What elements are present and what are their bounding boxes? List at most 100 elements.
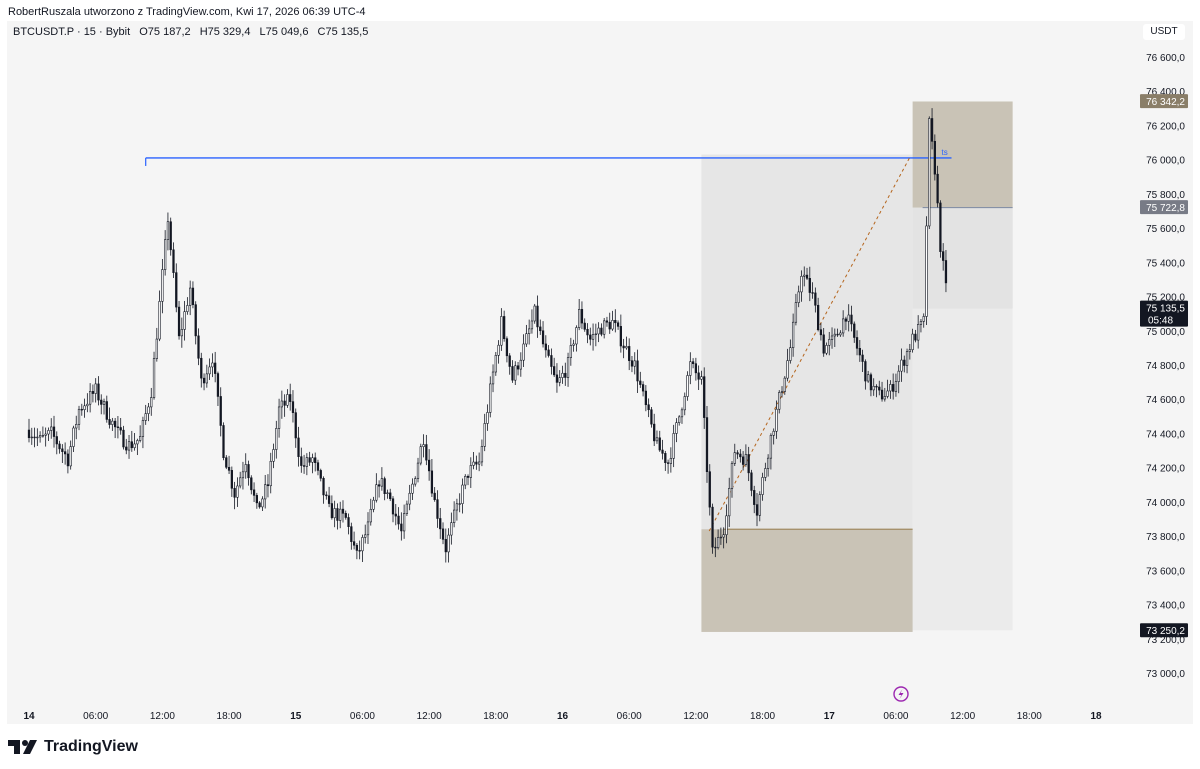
- candle-body: [144, 413, 147, 421]
- candle-body: [197, 335, 200, 359]
- candle-body: [250, 477, 253, 491]
- candle-body: [308, 457, 311, 463]
- candle-body: [286, 394, 289, 406]
- candle-body: [414, 478, 417, 485]
- top-zone[interactable]: [912, 101, 1013, 208]
- candle-body: [239, 477, 242, 487]
- candle-body: [441, 528, 445, 540]
- candle-body: [683, 396, 686, 411]
- candle-body: [508, 355, 511, 367]
- candle-body: [853, 323, 856, 338]
- candle-body: [294, 412, 297, 439]
- candle-body: [344, 513, 347, 518]
- candle-body: [161, 269, 164, 302]
- candle-body: [539, 326, 542, 332]
- candle-body: [180, 329, 183, 337]
- legend-low-value: 75 049,6: [265, 26, 309, 38]
- candle-body: [175, 272, 178, 308]
- x-tick-label: 18:00: [217, 711, 242, 722]
- candle-body: [305, 457, 308, 467]
- candle-body: [811, 292, 814, 294]
- candle-body: [625, 346, 628, 349]
- candle-body: [372, 499, 375, 510]
- price-tag[interactable]: [1140, 200, 1188, 215]
- x-tick-label: 06:00: [350, 711, 375, 722]
- candle-body: [555, 374, 559, 383]
- candle-body: [111, 420, 114, 425]
- candle-body: [291, 401, 295, 413]
- candle-body: [839, 332, 842, 336]
- candle-body: [108, 419, 111, 425]
- price-tag[interactable]: [1140, 623, 1188, 638]
- candle-body: [744, 454, 748, 465]
- candle-body: [564, 372, 567, 378]
- price-tag-label: 73 250,2: [1146, 626, 1185, 637]
- candle-body: [936, 173, 939, 204]
- candle-body: [914, 333, 917, 341]
- alert-icon[interactable]: [893, 686, 909, 702]
- y-tick-label: 75 400,0: [1146, 258, 1185, 269]
- candle-body: [739, 453, 742, 458]
- candle-body: [650, 409, 653, 425]
- candle-body: [725, 515, 728, 536]
- candle-body: [836, 333, 839, 336]
- candle-body: [842, 318, 845, 334]
- candle-body: [452, 509, 456, 523]
- x-tick-label: 06:00: [883, 711, 908, 722]
- legend-open-value: 75 187,2: [147, 26, 191, 38]
- x-tick-label: 12:00: [683, 711, 708, 722]
- candle-body: [705, 417, 709, 472]
- candle-body: [586, 329, 589, 336]
- candle-body: [125, 446, 128, 451]
- candle-body: [38, 435, 42, 438]
- price-tag[interactable]: [1140, 94, 1188, 109]
- y-tick-label: 73 200,0: [1146, 635, 1185, 646]
- candle-body: [55, 436, 58, 445]
- currency-button[interactable]: USDT: [1143, 24, 1185, 40]
- candle-body: [489, 383, 492, 413]
- candle-body: [91, 391, 95, 394]
- candle-body: [83, 405, 86, 410]
- candle-body: [130, 441, 133, 449]
- candle-body: [644, 390, 647, 406]
- x-tick-label: 06:00: [617, 711, 642, 722]
- candle-body: [63, 451, 67, 455]
- candle-body: [867, 374, 870, 382]
- candle-body: [894, 381, 898, 392]
- candle-body: [569, 345, 572, 358]
- candle-body: [908, 349, 911, 352]
- y-tick-label: 76 400,0: [1146, 87, 1185, 98]
- candle-body: [169, 221, 172, 251]
- candle-body: [797, 291, 800, 303]
- candle-body: [364, 534, 367, 538]
- candle-body: [358, 550, 361, 552]
- legend-close-value: 75 135,5: [325, 26, 369, 38]
- candle-body: [608, 321, 611, 330]
- candle-body: [789, 347, 792, 361]
- legend-symbol[interactable]: BTCUSDT.P · 15 · Bybit: [13, 26, 131, 38]
- tradingview-logo[interactable]: TradingView: [8, 738, 138, 756]
- candle-body: [33, 436, 36, 439]
- candle-body: [200, 357, 203, 379]
- candle-body: [347, 517, 350, 527]
- candle-body: [366, 521, 370, 536]
- candle-body: [614, 320, 617, 324]
- price-tag[interactable]: [1140, 300, 1188, 327]
- y-tick-label: 76 000,0: [1146, 156, 1185, 167]
- bottom-zone[interactable]: [701, 529, 913, 632]
- candle-body: [925, 225, 928, 317]
- candle-body: [680, 409, 684, 418]
- trendline[interactable]: [708, 156, 911, 532]
- candle-body: [183, 311, 186, 330]
- candle-body: [430, 470, 434, 494]
- candle-body: [333, 508, 336, 519]
- candle-body: [697, 372, 700, 380]
- candle-body: [255, 495, 258, 504]
- candle-body: [519, 359, 522, 370]
- candle-body: [114, 420, 117, 428]
- candle-body: [605, 320, 609, 323]
- candle-body: [869, 374, 873, 391]
- candle-body: [728, 488, 731, 517]
- candle-body: [889, 384, 892, 392]
